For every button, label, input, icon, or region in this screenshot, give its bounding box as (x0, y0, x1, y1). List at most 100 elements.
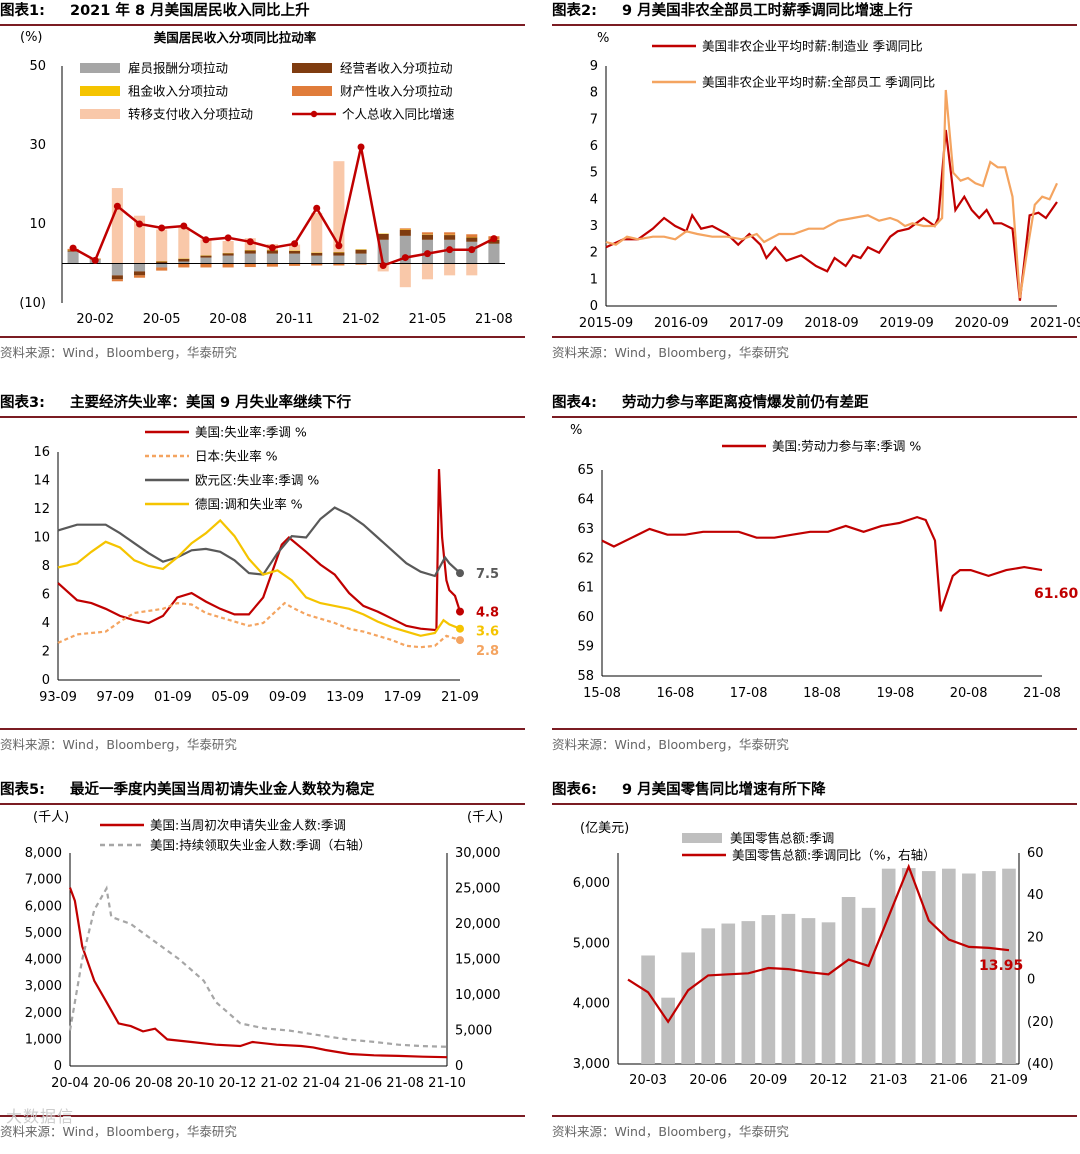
y-tick-label: 0 (42, 673, 50, 688)
x-tick-label: 20-02 (76, 312, 114, 327)
y-tick-label: 0 (54, 1059, 62, 1074)
legend-label: 欧元区:失业率:季调 % (195, 473, 319, 488)
data-point (225, 234, 232, 241)
x-tick-label: 97-09 (97, 690, 135, 705)
x-tick-label: 21-08 (386, 1076, 424, 1091)
legend-label: 租金收入分项拉动 (128, 84, 228, 99)
data-point (114, 203, 121, 210)
x-tick-label: 21-08 (1023, 686, 1061, 701)
y-tick-label: 2,000 (25, 1006, 62, 1021)
chart-number: 图表6: (552, 779, 622, 801)
chart-title-1: 图表1:2021 年 8 月美国居民收入同比上升 (0, 0, 525, 26)
x-tick-label: 21-06 (930, 1073, 968, 1088)
x-tick-label: 01-09 (154, 690, 192, 705)
chart-title-text: 主要经济失业率：美国 9 月失业率继续下行 (70, 395, 351, 411)
y-right-axis-unit: (千人) (467, 810, 503, 825)
legend-label: 转移支付收入分项拉动 (128, 107, 253, 122)
bar-segment (355, 250, 366, 254)
y-tick-label: 6,000 (573, 876, 610, 891)
bar-segment (112, 279, 123, 281)
bar-segment (156, 264, 167, 268)
source-note-2: 资料来源：Wind，Bloomberg，华泰研究 (552, 336, 1077, 360)
bar (962, 873, 976, 1064)
y-right-tick-label: (20) (1027, 1015, 1054, 1030)
bar-segment (245, 250, 256, 253)
chart-title-5: 图表5:最近一季度内美国当周初请失业金人数较为稳定 (0, 779, 525, 805)
x-tick-label: 2021-09 (1030, 316, 1080, 331)
bar-segment (178, 259, 189, 262)
bar-segment (156, 230, 167, 262)
y-tick-label: 0 (590, 299, 598, 314)
end-marker (456, 569, 464, 577)
bar-segment (178, 264, 189, 268)
chart-title-2: 图表2:9 月美国非农全部员工时薪季调同比增速上行 (552, 0, 1077, 26)
bar (862, 908, 876, 1064)
x-tick-label: 20-08 (209, 312, 247, 327)
x-tick-label: 21-02 (261, 1076, 299, 1091)
y-tick-label: 14 (33, 474, 50, 489)
series-line (58, 603, 460, 647)
bar-segment (466, 237, 477, 241)
end-marker (456, 608, 464, 616)
y-right-tick-label: 0 (455, 1059, 463, 1074)
y-tick-label: 5 (590, 166, 598, 181)
legend-label: 经营者收入分项拉动 (340, 61, 453, 76)
bar-segment (134, 275, 145, 277)
chart-title-text: 劳动力参与率距离疫情爆发前仍有差距 (622, 395, 869, 411)
x-tick-label: 05-09 (211, 690, 249, 705)
x-tick-label: 21-08 (475, 312, 513, 327)
bar-segment (333, 252, 344, 255)
y-tick-label: 64 (577, 492, 594, 507)
y-tick-label: 10 (29, 217, 46, 232)
bar-segment (223, 253, 234, 255)
y-tick-label: (10) (19, 296, 46, 311)
series-line (606, 90, 1057, 298)
x-tick-label: 17-08 (730, 686, 768, 701)
y-tick-label: 5,000 (573, 936, 610, 951)
bar (721, 924, 735, 1064)
y-tick-label: 6,000 (25, 899, 62, 914)
x-tick-label: 21-10 (428, 1076, 466, 1091)
y-tick-label: 62 (577, 551, 594, 566)
bar-segment (223, 264, 234, 268)
x-tick-label: 20-12 (219, 1076, 257, 1091)
y-tick-label: 61 (577, 581, 594, 596)
legend-label: 美国非农企业平均时薪:制造业 季调同比 (702, 39, 923, 54)
y-tick-label: 6 (590, 139, 598, 154)
end-value-label: 13.95 (979, 958, 1023, 974)
bar-segment (444, 235, 455, 240)
legend-swatch (80, 63, 120, 73)
bar-segment (311, 213, 322, 253)
x-tick-label: 18-08 (803, 686, 841, 701)
data-point (202, 236, 209, 243)
chart-svg-5: (千人)01,0002,0003,0004,0005,0006,0007,000… (0, 805, 530, 1115)
chart-title-text: 2021 年 8 月美国居民收入同比上升 (70, 3, 310, 19)
x-tick-label: 93-09 (39, 690, 77, 705)
legend-label: 财产性收入分项拉动 (340, 84, 453, 99)
x-tick-label: 21-09 (441, 690, 479, 705)
bar-segment (444, 264, 455, 276)
chart-number: 图表1: (0, 0, 70, 22)
data-point (468, 246, 475, 253)
data-point (313, 205, 320, 212)
source-note-4: 资料来源：Wind，Bloomberg，华泰研究 (552, 728, 1077, 752)
legend-label: 美国:劳动力参与率:季调 % (772, 439, 921, 454)
series-line (58, 508, 460, 576)
legend-label: 日本:失业率 % (195, 449, 278, 464)
bar-segment (112, 188, 123, 263)
bar-segment (422, 264, 433, 280)
series-line (58, 520, 460, 635)
x-tick-label: 20-09 (749, 1073, 787, 1088)
y-right-tick-label: 60 (1027, 846, 1044, 861)
x-tick-label: 21-03 (870, 1073, 908, 1088)
end-value-label: 4.8 (476, 606, 499, 621)
y-tick-label: 58 (577, 669, 594, 684)
bar-segment (134, 264, 145, 272)
bar-segment (200, 264, 211, 268)
bar (641, 955, 655, 1064)
y-right-tick-label: 30,000 (455, 846, 501, 861)
bar-segment (289, 254, 300, 264)
watermark: 大数据信 (6, 1103, 74, 1127)
